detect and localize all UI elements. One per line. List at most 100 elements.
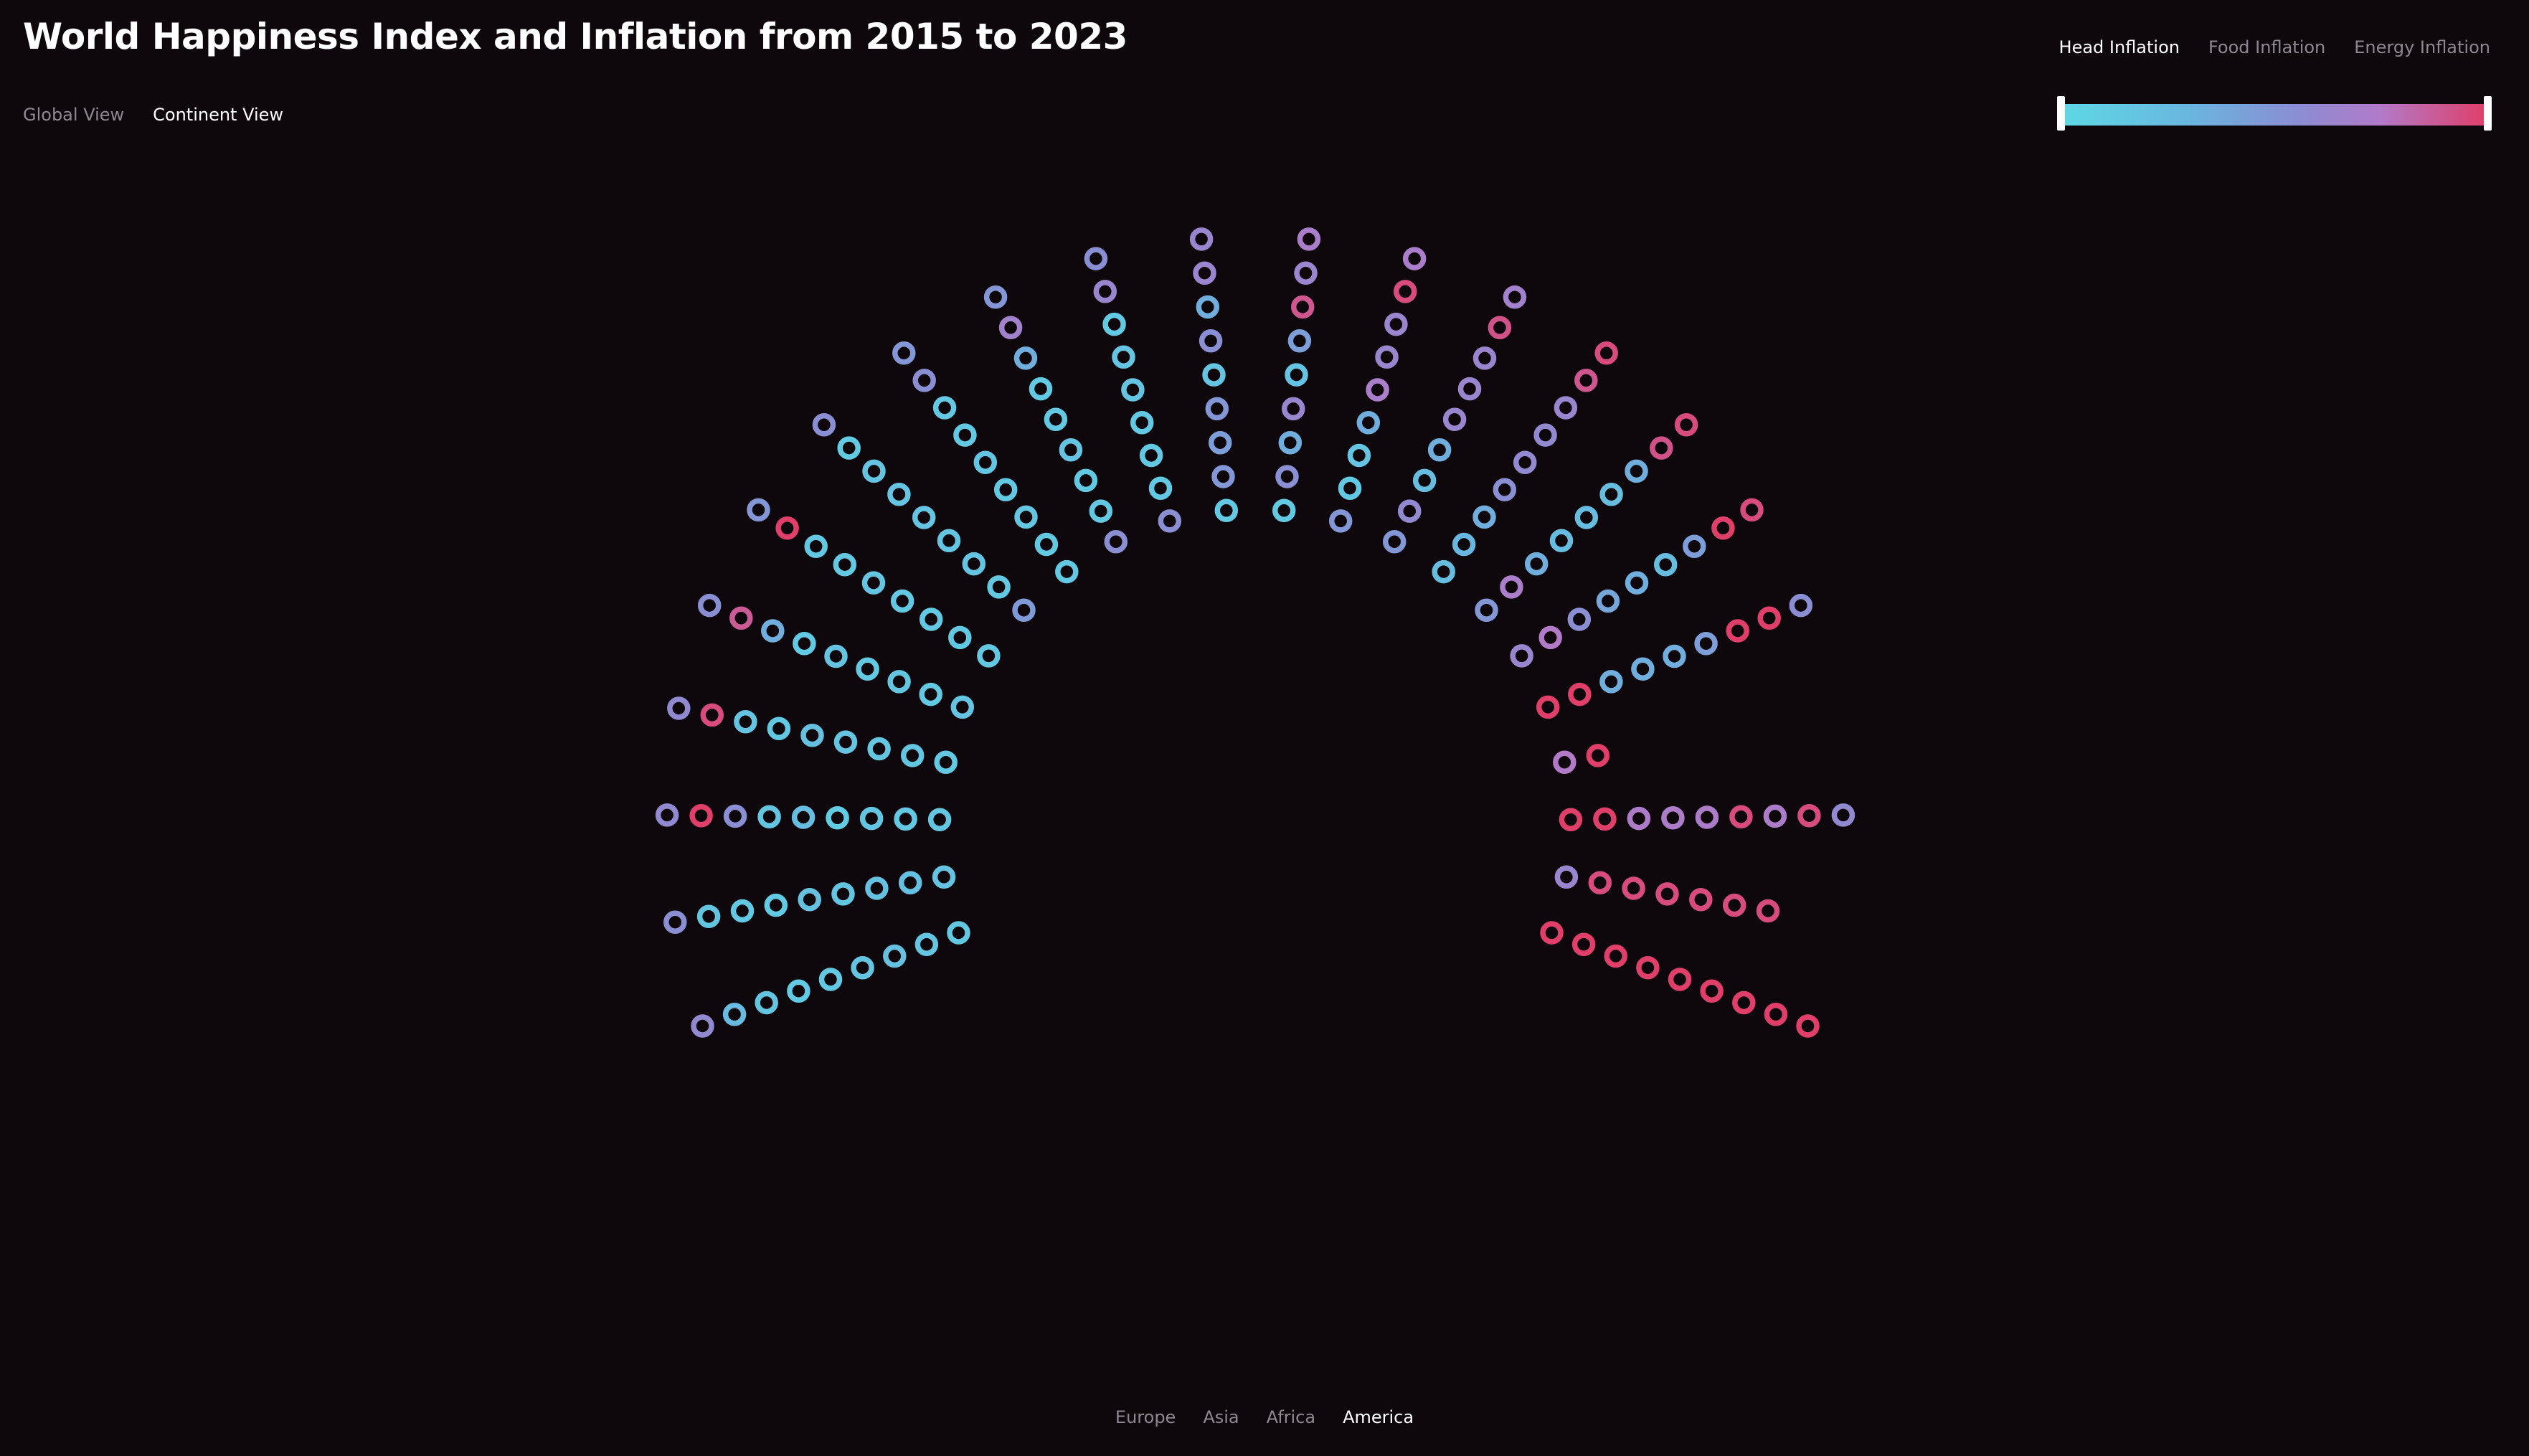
inflation-dot[interactable] <box>1694 631 1718 656</box>
inflation-dot[interactable] <box>697 593 722 618</box>
inflation-dot[interactable] <box>1475 598 1498 622</box>
inflation-dot[interactable] <box>1338 476 1362 500</box>
inflation-dot[interactable] <box>1272 498 1296 523</box>
inflation-dot[interactable] <box>914 932 939 956</box>
inflation-dot[interactable] <box>1393 280 1417 303</box>
inflation-dot[interactable] <box>1202 363 1226 387</box>
inflation-dot[interactable] <box>1397 499 1422 523</box>
inflation-dot[interactable] <box>867 737 891 761</box>
inflation-dot[interactable] <box>729 606 753 630</box>
inflation-dot[interactable] <box>934 750 958 775</box>
inflation-dot[interactable] <box>1473 505 1496 529</box>
inflation-dot[interactable] <box>1695 805 1719 829</box>
inflation-dot[interactable] <box>1278 430 1303 455</box>
inflation-dot[interactable] <box>1568 682 1592 706</box>
inflation-dot[interactable] <box>833 552 857 577</box>
inflation-dot[interactable] <box>1553 750 1577 775</box>
inflation-dot[interactable] <box>1732 991 1756 1015</box>
inflation-dot[interactable] <box>1493 478 1517 502</box>
inflation-dot[interactable] <box>1726 619 1749 643</box>
inflation-dot[interactable] <box>1412 468 1437 493</box>
inflation-dot[interactable] <box>1599 670 1623 694</box>
inflation-dot[interactable] <box>1104 529 1128 554</box>
inflation-dot[interactable] <box>1199 329 1223 353</box>
inflation-dot[interactable] <box>892 341 916 365</box>
tab-asia[interactable]: Asia <box>1203 1407 1239 1427</box>
legend-range-handle-max[interactable] <box>2484 96 2492 131</box>
inflation-dot[interactable] <box>977 644 1001 668</box>
inflation-dot[interactable] <box>887 482 911 506</box>
inflation-dot[interactable] <box>1034 532 1059 557</box>
inflation-dot[interactable] <box>1158 509 1182 533</box>
legend-range-handle-min[interactable] <box>2057 96 2065 131</box>
inflation-dot[interactable] <box>1044 407 1068 431</box>
inflation-dot[interactable] <box>861 571 886 595</box>
inflation-dot[interactable] <box>1014 505 1038 529</box>
inflation-dot[interactable] <box>700 703 724 727</box>
inflation-dot[interactable] <box>1208 430 1232 455</box>
inflation-dot[interactable] <box>1059 438 1083 462</box>
inflation-dot[interactable] <box>1683 534 1706 558</box>
inflation-dot[interactable] <box>767 717 791 741</box>
tab-europe[interactable]: Europe <box>1115 1407 1176 1427</box>
inflation-dot[interactable] <box>1797 803 1821 828</box>
inflation-dot[interactable] <box>1594 341 1618 365</box>
inflation-dot[interactable] <box>1205 397 1229 421</box>
inflation-dot[interactable] <box>894 807 917 831</box>
inflation-dot[interactable] <box>919 682 942 706</box>
inflation-dot[interactable] <box>1574 369 1598 392</box>
inflation-dot[interactable] <box>862 459 886 483</box>
inflation-dot[interactable] <box>755 991 778 1015</box>
inflation-dot[interactable] <box>824 644 848 668</box>
inflation-dot[interactable] <box>912 506 936 529</box>
inflation-dot[interactable] <box>1112 345 1135 369</box>
inflation-dot[interactable] <box>1121 378 1145 402</box>
inflation-dot[interactable] <box>1625 459 1648 483</box>
inflation-dot[interactable] <box>1500 575 1523 599</box>
inflation-dot[interactable] <box>1650 436 1673 460</box>
inflation-dot[interactable] <box>1831 803 1856 827</box>
inflation-dot[interactable] <box>1757 606 1781 630</box>
inflation-dot[interactable] <box>1711 516 1735 540</box>
inflation-dot[interactable] <box>775 516 799 540</box>
inflation-dot[interactable] <box>723 804 747 828</box>
inflation-dot[interactable] <box>1012 598 1036 622</box>
inflation-dot[interactable] <box>667 696 691 720</box>
inflation-dot[interactable] <box>1627 806 1651 831</box>
inflation-dot[interactable] <box>1655 882 1679 906</box>
inflation-dot[interactable] <box>1093 280 1117 303</box>
inflation-dot[interactable] <box>1567 608 1592 631</box>
inflation-dot[interactable] <box>730 899 755 923</box>
inflation-dot[interactable] <box>993 478 1018 502</box>
inflation-dot[interactable] <box>1631 657 1655 681</box>
inflation-dot[interactable] <box>1287 329 1312 353</box>
inflation-dot[interactable] <box>1796 1014 1820 1038</box>
inflation-dot[interactable] <box>1402 247 1427 270</box>
inflation-dot[interactable] <box>1285 363 1308 387</box>
inflation-dot[interactable] <box>1636 955 1660 980</box>
inflation-dot[interactable] <box>826 806 849 830</box>
inflation-dot[interactable] <box>696 904 721 929</box>
inflation-dot[interactable] <box>1452 532 1476 557</box>
inflation-dot[interactable] <box>962 552 986 576</box>
inflation-dot[interactable] <box>932 865 956 889</box>
inflation-dot[interactable] <box>1089 499 1113 523</box>
inflation-dot[interactable] <box>1189 227 1214 251</box>
inflation-dot[interactable] <box>998 316 1023 340</box>
inflation-dot[interactable] <box>983 285 1008 309</box>
inflation-dot[interactable] <box>937 529 961 553</box>
inflation-dot[interactable] <box>1689 887 1713 912</box>
inflation-dot[interactable] <box>1599 482 1623 506</box>
inflation-dot[interactable] <box>1294 261 1318 285</box>
inflation-dot[interactable] <box>1740 498 1764 522</box>
inflation-dot[interactable] <box>798 887 821 912</box>
inflation-dot[interactable] <box>1549 529 1574 553</box>
inflation-dot[interactable] <box>865 876 889 900</box>
inflation-dot[interactable] <box>1722 893 1746 917</box>
inflation-dot[interactable] <box>1588 871 1612 894</box>
inflation-dot[interactable] <box>1559 808 1583 831</box>
inflation-dot[interactable] <box>932 396 957 420</box>
inflation-dot[interactable] <box>800 723 824 747</box>
inflation-dot[interactable] <box>1427 438 1452 462</box>
inflation-dot[interactable] <box>1668 968 1692 991</box>
